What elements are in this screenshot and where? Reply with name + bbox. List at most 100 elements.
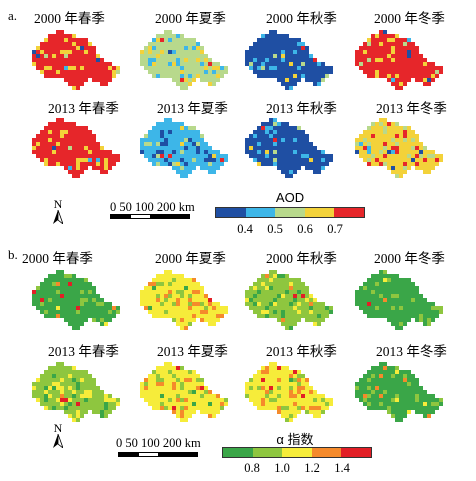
- map-cell: [371, 142, 375, 146]
- map-cell: [68, 378, 72, 382]
- map-cell: [196, 386, 200, 390]
- map-cell: [32, 146, 36, 150]
- map-cell: [265, 382, 269, 386]
- map-cell: [208, 298, 212, 302]
- map-cell: [56, 390, 60, 394]
- map-cell: [84, 410, 88, 414]
- map-cell: [52, 278, 56, 282]
- map-cell: [289, 126, 293, 130]
- map-cell: [152, 394, 156, 398]
- map-cell: [76, 298, 80, 302]
- map-cell: [297, 302, 301, 306]
- map-cell: [112, 162, 116, 166]
- map-cell: [188, 134, 192, 138]
- map-cell: [245, 62, 249, 66]
- map-cell: [325, 162, 329, 166]
- map-cell: [32, 142, 36, 146]
- map-cell: [76, 62, 80, 66]
- map-cell: [399, 134, 403, 138]
- map-cell: [309, 54, 313, 58]
- map-cell: [204, 70, 208, 74]
- map-cell: [363, 282, 367, 286]
- map-cell: [36, 50, 40, 54]
- map-cell: [192, 130, 196, 134]
- map-cell: [297, 50, 301, 54]
- map-cell: [156, 74, 160, 78]
- map-cell: [399, 142, 403, 146]
- map-cell: [379, 54, 383, 58]
- map-cell: [301, 306, 305, 310]
- map-cell: [399, 58, 403, 62]
- legend-tick: 0.7: [327, 222, 343, 236]
- map-cell: [269, 390, 273, 394]
- map-cell: [60, 282, 64, 286]
- map-cell: [293, 294, 297, 298]
- map-cell: [52, 158, 56, 162]
- map-cell: [371, 130, 375, 134]
- map-cell: [76, 150, 80, 154]
- map-cell: [273, 58, 277, 62]
- map-cell: [40, 402, 44, 406]
- map-cell: [253, 282, 257, 286]
- map-cell: [180, 74, 184, 78]
- map-cell: [245, 294, 249, 298]
- map-cell: [168, 62, 172, 66]
- map-cell: [172, 70, 176, 74]
- map-cell: [257, 142, 261, 146]
- map-cell: [379, 310, 383, 314]
- map-cell: [313, 414, 317, 418]
- map-cell: [261, 278, 265, 282]
- map-cell: [317, 410, 321, 414]
- map-cell: [212, 162, 216, 166]
- map-cell: [208, 150, 212, 154]
- map-cell: [407, 38, 411, 42]
- map-cell: [172, 150, 176, 154]
- map-cell: [68, 138, 72, 142]
- map-cell: [148, 294, 152, 298]
- map-cell: [387, 130, 391, 134]
- map-cell: [44, 138, 48, 142]
- map-cell: [293, 402, 297, 406]
- map-cell: [269, 150, 273, 154]
- map-cell: [289, 394, 293, 398]
- map-cell: [176, 130, 180, 134]
- map-cell: [257, 46, 261, 50]
- map-cell: [72, 34, 76, 38]
- map-cell: [216, 74, 220, 78]
- map-cell: [56, 34, 60, 38]
- map-cell: [76, 306, 80, 310]
- map-cell: [52, 282, 56, 286]
- map-cell: [48, 162, 52, 166]
- map-cell: [56, 130, 60, 134]
- map-cell: [301, 62, 305, 66]
- map-cell: [164, 58, 168, 62]
- map-cell: [76, 78, 80, 82]
- map-cell: [32, 302, 36, 306]
- map-cell: [84, 282, 88, 286]
- map-cell: [144, 386, 148, 390]
- map-cell: [164, 382, 168, 386]
- map-cell: [168, 362, 172, 366]
- map-cell: [375, 310, 379, 314]
- map-cell: [379, 270, 383, 274]
- map-cell: [399, 294, 403, 298]
- map-cell: [289, 410, 293, 414]
- map-cell: [224, 158, 228, 162]
- map-cell: [407, 66, 411, 70]
- map-cell: [395, 50, 399, 54]
- map-cell: [387, 50, 391, 54]
- map-cell: [60, 38, 64, 42]
- map-cell: [60, 146, 64, 150]
- map-cell: [427, 318, 431, 322]
- map-cell: [391, 322, 395, 326]
- map-cell: [200, 382, 204, 386]
- map-cell: [48, 158, 52, 162]
- map-cell: [184, 142, 188, 146]
- map-cell: [293, 130, 297, 134]
- alpha-map: [140, 270, 228, 330]
- map-cell: [395, 282, 399, 286]
- map-cell: [180, 146, 184, 150]
- map-cell: [80, 126, 84, 130]
- map-cell: [277, 402, 281, 406]
- map-cell: [80, 314, 84, 318]
